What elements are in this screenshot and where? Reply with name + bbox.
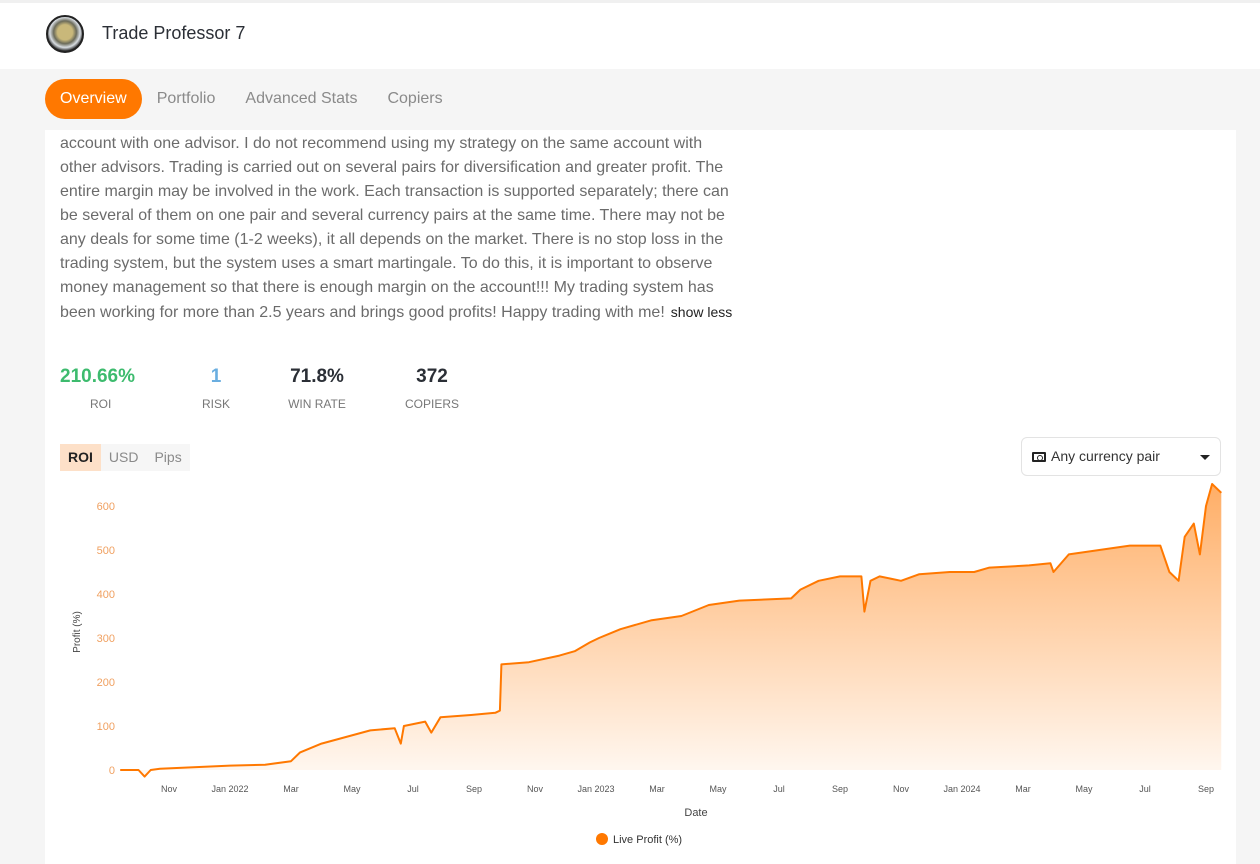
stat-label: ROI bbox=[90, 397, 112, 411]
stat-label: WIN RATE bbox=[288, 397, 346, 411]
y-tick-label: 0 bbox=[109, 765, 115, 777]
x-tick-label: Mar bbox=[1015, 784, 1031, 794]
chart-mode-toggle: ROI USD Pips bbox=[60, 444, 190, 471]
avatar bbox=[46, 15, 84, 53]
x-tick-label: May bbox=[1075, 784, 1093, 794]
chevron-down-icon bbox=[1200, 455, 1210, 460]
legend-label: Live Profit (%) bbox=[613, 834, 682, 846]
x-axis-label: Date bbox=[684, 807, 707, 819]
stat-copiers: 372 COPIERS bbox=[347, 366, 517, 411]
toggle-usd[interactable]: USD bbox=[108, 449, 139, 465]
x-tick-label: Sep bbox=[1198, 784, 1214, 794]
tab-advanced-stats[interactable]: Advanced Stats bbox=[245, 90, 358, 107]
description-text: account with one advisor. I do not recom… bbox=[60, 135, 729, 321]
stat-value: 71.8% bbox=[290, 366, 344, 387]
x-tick-label: Jan 2022 bbox=[211, 784, 248, 794]
page-title: Trade Professor 7 bbox=[102, 23, 246, 43]
toggle-roi[interactable]: ROI bbox=[60, 444, 101, 471]
tab-copiers[interactable]: Copiers bbox=[387, 90, 443, 107]
x-tick-label: Jan 2024 bbox=[943, 784, 980, 794]
x-tick-label: Nov bbox=[893, 784, 910, 794]
stat-label: COPIERS bbox=[404, 397, 459, 411]
x-tick-label: Jan 2023 bbox=[577, 784, 614, 794]
y-tick-label: 600 bbox=[97, 501, 115, 513]
y-tick-label: 200 bbox=[97, 677, 115, 689]
stat-value: 1 bbox=[210, 366, 222, 387]
toggle-pips[interactable]: Pips bbox=[154, 449, 182, 465]
tab-overview[interactable]: Overview bbox=[45, 79, 142, 119]
x-tick-label: Sep bbox=[466, 784, 482, 794]
currency-pair-select[interactable]: Any currency pair bbox=[1021, 437, 1221, 476]
tab-portfolio[interactable]: Portfolio bbox=[156, 90, 216, 107]
x-tick-label: Nov bbox=[161, 784, 178, 794]
y-tick-label: 300 bbox=[97, 633, 115, 645]
stat-win-rate: 71.8% WIN RATE bbox=[287, 366, 347, 411]
y-axis-label: Profit (%) bbox=[72, 611, 83, 653]
x-tick-label: Mar bbox=[649, 784, 665, 794]
x-tick-label: Jul bbox=[773, 784, 785, 794]
stats-row: 210.66% ROI 1 RISK 71.8% WIN RATE 372 COPIER… bbox=[60, 366, 517, 411]
header: Trade Professor 7 bbox=[0, 0, 1260, 69]
tab-bar: Overview Portfolio Advanced Stats Copier… bbox=[45, 79, 458, 119]
strategy-description: account with one advisor. I do not recom… bbox=[60, 132, 740, 325]
profit-area bbox=[120, 484, 1222, 777]
money-icon bbox=[1032, 452, 1046, 462]
currency-pair-value: Any currency pair bbox=[1051, 448, 1160, 464]
stat-risk: 1 RISK bbox=[145, 366, 287, 411]
stat-value: 210.66% bbox=[60, 366, 136, 387]
legend-marker bbox=[596, 833, 608, 845]
x-tick-label: Sep bbox=[832, 784, 848, 794]
profit-line bbox=[120, 483, 1222, 778]
x-tick-label: Jul bbox=[1139, 784, 1151, 794]
x-tick-label: May bbox=[343, 784, 361, 794]
y-tick-label: 500 bbox=[97, 545, 115, 557]
y-tick-label: 100 bbox=[97, 721, 115, 733]
show-less-link[interactable]: show less bbox=[670, 304, 733, 320]
stat-roi: 210.66% ROI bbox=[60, 366, 145, 411]
x-tick-label: Jul bbox=[407, 784, 419, 794]
x-tick-label: May bbox=[709, 784, 727, 794]
y-tick-label: 400 bbox=[97, 589, 115, 601]
x-tick-label: Mar bbox=[283, 784, 299, 794]
stat-label: RISK bbox=[201, 397, 230, 411]
stat-value: 372 bbox=[416, 366, 448, 387]
x-tick-label: Nov bbox=[527, 784, 544, 794]
